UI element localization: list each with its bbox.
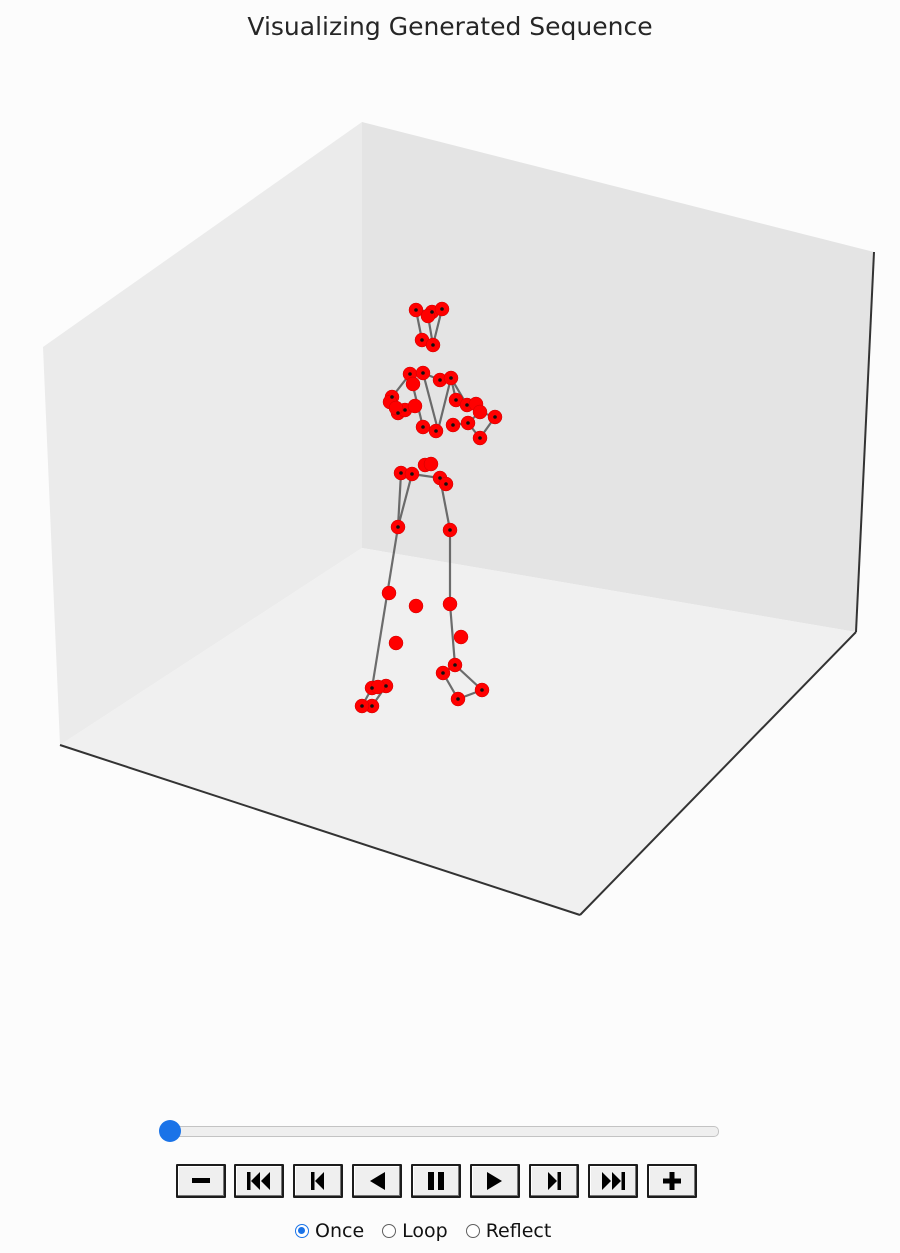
playback-mode-group: Once Loop Reflect xyxy=(295,1218,569,1244)
increase-speed-button[interactable] xyxy=(647,1164,697,1198)
mode-loop[interactable]: Loop xyxy=(382,1220,448,1242)
joint-center xyxy=(440,307,444,311)
joint-center xyxy=(396,411,400,415)
joint-center xyxy=(408,372,412,376)
joint-center xyxy=(454,398,458,402)
decrease-speed-button[interactable] xyxy=(176,1164,226,1198)
joint-marker xyxy=(381,585,397,601)
figure-title: Visualizing Generated Sequence xyxy=(247,12,653,41)
joint-center xyxy=(390,395,394,399)
joint-center xyxy=(444,482,448,486)
joint-center xyxy=(430,310,434,314)
joint-center xyxy=(399,471,403,475)
slider-track[interactable] xyxy=(171,1126,719,1137)
pause-icon xyxy=(428,1172,444,1190)
joint-center xyxy=(384,684,388,688)
3d-axes-plot xyxy=(43,122,875,916)
joint-marker xyxy=(423,456,439,472)
mode-once-radio[interactable] xyxy=(295,1224,309,1238)
play-icon xyxy=(487,1172,502,1190)
mode-once-label: Once xyxy=(315,1220,365,1242)
joint-center xyxy=(434,429,438,433)
mode-loop-label: Loop xyxy=(402,1220,448,1242)
joint-center xyxy=(360,704,364,708)
joint-center xyxy=(441,671,445,675)
joint-center xyxy=(410,472,414,476)
joint-marker xyxy=(388,635,404,651)
mode-once[interactable]: Once xyxy=(295,1220,364,1242)
bone xyxy=(421,372,440,431)
joint-marker xyxy=(408,598,424,614)
mode-reflect[interactable]: Reflect xyxy=(465,1220,552,1242)
joint-center xyxy=(421,371,425,375)
play-reverse-icon xyxy=(370,1172,385,1190)
last-frame-button[interactable] xyxy=(588,1164,638,1198)
joint-center xyxy=(431,343,435,347)
play-button[interactable] xyxy=(470,1164,520,1198)
skip-to-end-icon xyxy=(602,1172,625,1190)
bone xyxy=(438,477,457,666)
floor-pane xyxy=(60,548,856,915)
slider-thumb[interactable] xyxy=(159,1120,181,1142)
joint-center xyxy=(420,338,424,342)
joint-center xyxy=(414,308,418,312)
pause-button[interactable] xyxy=(411,1164,461,1198)
axis-line-front-left xyxy=(59,744,581,916)
back-right-pane xyxy=(362,122,874,632)
joint-center xyxy=(478,436,482,440)
joint-marker xyxy=(388,400,404,416)
joint-center xyxy=(493,415,497,419)
joint-marker xyxy=(442,596,458,612)
joint-center xyxy=(403,408,407,412)
bone xyxy=(396,473,414,528)
joint-marker xyxy=(472,404,488,420)
joint-center xyxy=(451,423,455,427)
joint-center xyxy=(466,421,470,425)
joint-center xyxy=(421,425,425,429)
plus-icon xyxy=(663,1172,681,1190)
joint-center xyxy=(370,686,374,690)
step-forward-icon xyxy=(548,1172,561,1190)
joint-center xyxy=(465,403,469,407)
play-reverse-button[interactable] xyxy=(352,1164,402,1198)
mode-reflect-radio[interactable] xyxy=(465,1224,480,1238)
minus-icon xyxy=(192,1178,210,1183)
joint-center xyxy=(438,378,442,382)
mode-reflect-label: Reflect xyxy=(485,1220,552,1242)
joint-marker xyxy=(407,398,423,414)
step-back-icon xyxy=(311,1172,324,1190)
axis-line-front-right xyxy=(579,631,857,916)
back-left-pane xyxy=(43,122,362,745)
joint-center xyxy=(370,704,374,708)
joint-center xyxy=(480,688,484,692)
joint-center xyxy=(456,697,460,701)
joint-center xyxy=(453,663,457,667)
joint-center xyxy=(438,476,442,480)
joint-dots xyxy=(360,307,497,708)
frame-slider[interactable] xyxy=(157,1120,720,1144)
previous-frame-button[interactable] xyxy=(293,1164,343,1198)
mode-loop-radio[interactable] xyxy=(382,1224,397,1238)
joint-center xyxy=(396,525,400,529)
axis-line-right xyxy=(855,251,875,633)
first-frame-button[interactable] xyxy=(234,1164,284,1198)
skip-to-start-icon xyxy=(247,1172,270,1190)
joint-marker xyxy=(405,376,421,392)
joint-center xyxy=(449,376,453,380)
joint-marker xyxy=(453,629,469,645)
next-frame-button[interactable] xyxy=(529,1164,579,1198)
joint-center xyxy=(448,528,452,532)
